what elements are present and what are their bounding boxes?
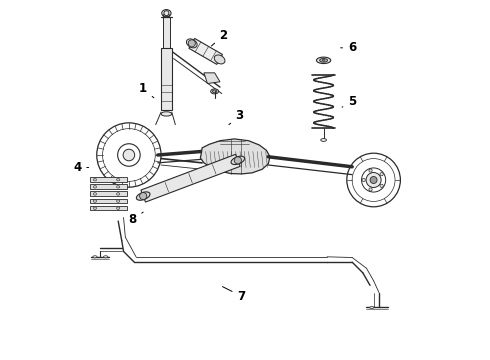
- Circle shape: [369, 188, 372, 191]
- Text: 4: 4: [73, 161, 89, 174]
- Ellipse shape: [211, 89, 219, 94]
- Ellipse shape: [94, 193, 97, 195]
- Circle shape: [369, 169, 372, 172]
- Ellipse shape: [117, 185, 120, 188]
- Ellipse shape: [317, 57, 331, 64]
- Ellipse shape: [187, 39, 197, 48]
- Bar: [90, 206, 127, 210]
- Ellipse shape: [117, 193, 120, 195]
- Circle shape: [366, 172, 381, 188]
- Polygon shape: [200, 139, 270, 174]
- Ellipse shape: [369, 307, 374, 309]
- Bar: [90, 192, 127, 196]
- Polygon shape: [204, 73, 220, 84]
- Ellipse shape: [322, 59, 325, 61]
- Ellipse shape: [94, 200, 97, 202]
- Text: 1: 1: [139, 82, 154, 98]
- Text: 7: 7: [222, 287, 245, 303]
- Ellipse shape: [231, 156, 245, 165]
- Bar: [161, 48, 172, 111]
- Ellipse shape: [103, 256, 108, 258]
- Circle shape: [380, 172, 383, 176]
- Text: 5: 5: [342, 95, 356, 108]
- Polygon shape: [141, 154, 240, 202]
- Ellipse shape: [136, 192, 150, 200]
- Circle shape: [380, 184, 383, 188]
- Circle shape: [234, 157, 242, 164]
- Text: 3: 3: [229, 109, 244, 125]
- Bar: [90, 177, 127, 182]
- Ellipse shape: [94, 207, 97, 210]
- Bar: [163, 18, 170, 48]
- Circle shape: [370, 176, 377, 184]
- Bar: [90, 199, 127, 203]
- Ellipse shape: [163, 14, 170, 18]
- Ellipse shape: [161, 112, 172, 116]
- Circle shape: [140, 193, 147, 200]
- Ellipse shape: [117, 200, 120, 202]
- Ellipse shape: [93, 256, 97, 258]
- Circle shape: [362, 179, 365, 181]
- Ellipse shape: [117, 179, 120, 181]
- Text: 8: 8: [128, 212, 143, 226]
- Ellipse shape: [94, 179, 97, 181]
- Ellipse shape: [319, 59, 327, 62]
- Circle shape: [188, 40, 196, 47]
- Polygon shape: [189, 39, 222, 64]
- Circle shape: [123, 149, 135, 161]
- Ellipse shape: [117, 207, 120, 210]
- Ellipse shape: [214, 55, 225, 64]
- Circle shape: [164, 11, 169, 16]
- Ellipse shape: [94, 185, 97, 188]
- Ellipse shape: [321, 139, 326, 141]
- Bar: [90, 184, 127, 189]
- Text: 2: 2: [211, 29, 228, 46]
- Text: 6: 6: [341, 41, 356, 54]
- Ellipse shape: [213, 90, 217, 93]
